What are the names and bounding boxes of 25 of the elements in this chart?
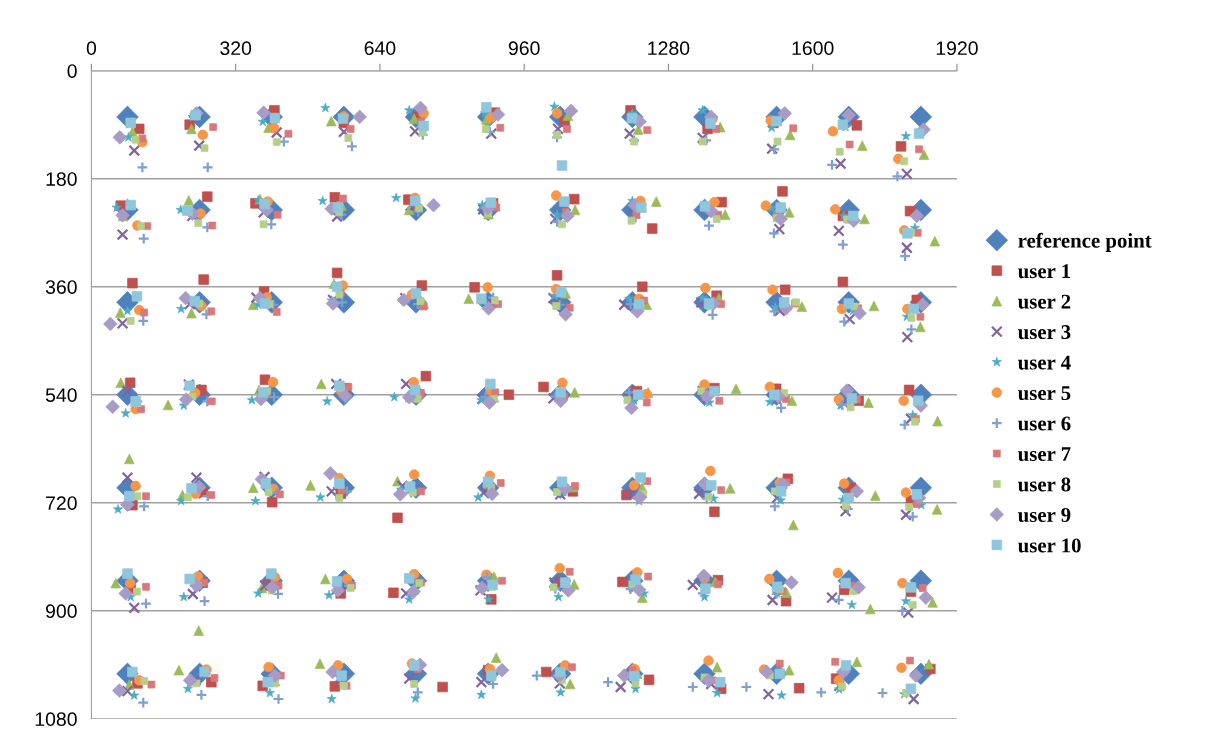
y-tick-label: 720	[46, 496, 77, 510]
y-tick-label: 900	[46, 604, 77, 619]
legend-label: user 4	[1017, 355, 1071, 370]
legend-label: user 9	[1017, 507, 1071, 523]
legend-label: user 10	[1017, 538, 1081, 553]
legend-label: user 6	[1017, 416, 1071, 431]
legend-label: reference point	[1018, 232, 1152, 252]
legend-label: user 7	[1017, 447, 1071, 462]
legend-label: user 5	[1017, 386, 1071, 401]
x-tick-label: 320	[220, 41, 252, 56]
legend-label: user 8	[1017, 477, 1071, 492]
legend-label: user 2	[1017, 294, 1071, 309]
y-tick-label: 360	[45, 280, 77, 294]
x-tick-label: 640	[364, 41, 396, 56]
x-tick-label: 1280	[648, 41, 690, 56]
legend-label: user 3	[1017, 325, 1071, 340]
legend-label: user 1	[1017, 264, 1071, 279]
x-tick-label: 960	[508, 41, 540, 56]
y-tick-label: 180	[46, 172, 77, 186]
x-tick-label: 0	[86, 41, 97, 56]
x-tick-label: 1920	[936, 41, 978, 56]
y-tick-label: 1080	[35, 712, 77, 727]
y-tick-label: 540	[45, 388, 77, 402]
x-tick-label: 1600	[792, 41, 834, 56]
y-tick-label: 0	[67, 64, 77, 78]
